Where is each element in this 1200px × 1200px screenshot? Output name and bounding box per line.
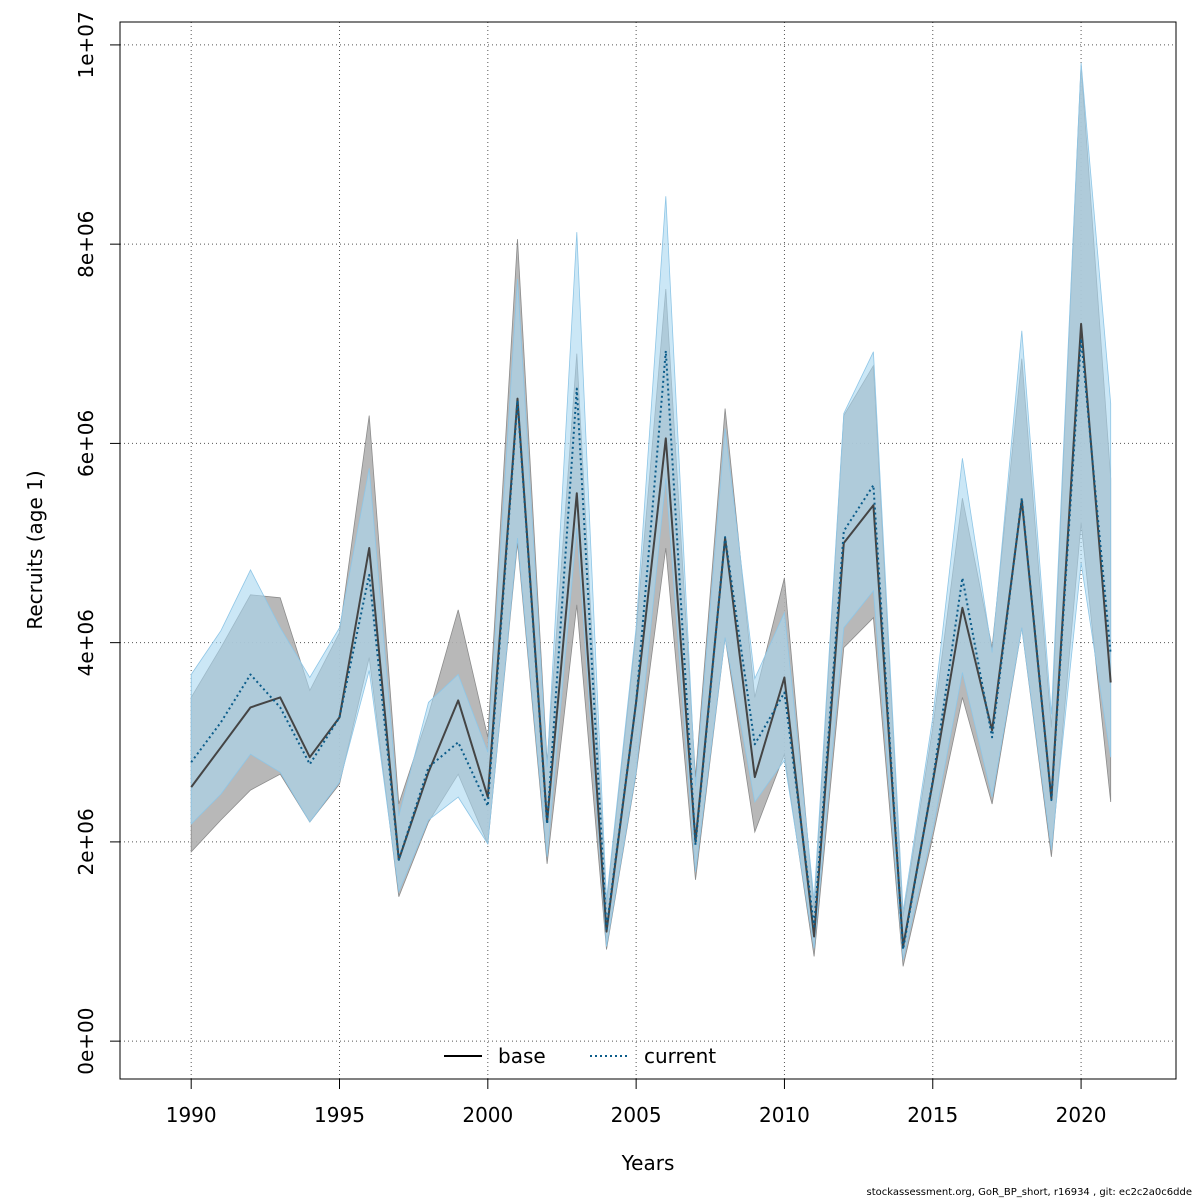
y-axis: 0e+00 2e+06 4e+06 6e+06 8e+06 1e+07 (74, 11, 121, 1075)
y-tick-label: 8e+06 (74, 211, 98, 278)
y-tick-label: 4e+06 (74, 609, 98, 676)
series-line-base (190, 322, 1112, 948)
x-axis-label: Years (621, 1151, 675, 1175)
y-tick-label: 2e+06 (74, 808, 98, 875)
x-tick-label: 2005 (611, 1103, 662, 1127)
x-tick-label: 1995 (314, 1103, 365, 1127)
y-axis-label: Recruits (age 1) (23, 470, 47, 629)
legend-label-base: base (498, 1044, 546, 1068)
ci-band-current (190, 62, 1112, 960)
x-axis: 1990 1995 2000 2005 2010 2015 2020 (166, 1078, 1107, 1127)
y-tick-label: 0e+00 (74, 1007, 98, 1074)
legend: base current (444, 1044, 716, 1068)
footer-credit: stockassessment.org, GoR_BP_short, r1693… (866, 1187, 1192, 1198)
legend-label-current: current (644, 1044, 716, 1068)
y-tick-label: 1e+07 (74, 11, 98, 78)
x-tick-label: 2000 (462, 1103, 513, 1127)
x-tick-label: 1990 (166, 1103, 217, 1127)
series-lines (190, 322, 1112, 951)
x-tick-label: 2015 (907, 1103, 958, 1127)
series-line-current (190, 337, 1112, 951)
y-tick-label: 6e+06 (74, 410, 98, 477)
x-tick-label: 2020 (1056, 1103, 1107, 1127)
x-tick-label: 2010 (759, 1103, 810, 1127)
